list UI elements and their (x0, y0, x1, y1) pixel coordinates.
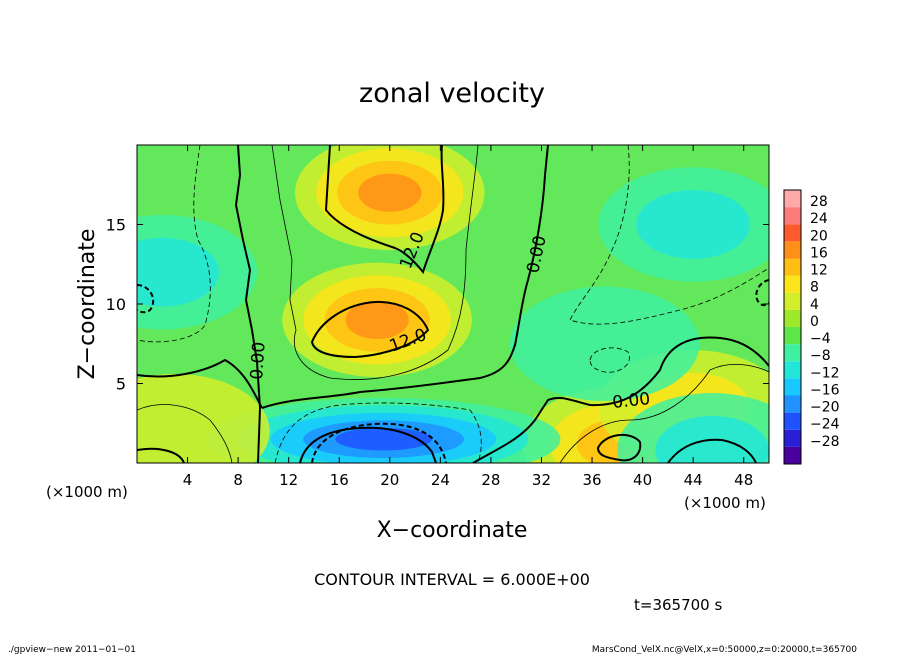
x-tick-label: 20 (380, 471, 399, 489)
contour-minus-twelve-leftedge (137, 284, 155, 314)
chart-title: zonal velocity (359, 78, 545, 109)
x-tick-label: 16 (330, 471, 349, 489)
colorbar-swatch (784, 327, 801, 345)
contour-zero-right (472, 336, 769, 463)
colorbar-swatch (784, 224, 801, 242)
y-axis-unit: (×1000 m) (46, 483, 128, 501)
field-blob-7-0 (509, 286, 700, 401)
contour-twelve-upper (324, 145, 445, 275)
contour-minus-six-left (137, 145, 211, 343)
colorbar-label: −8 (810, 348, 831, 364)
colorbar-swatch (784, 258, 801, 276)
x-tick-label: 44 (684, 471, 703, 489)
contour-zero-lower-blob (299, 426, 437, 463)
x-axis-label: X−coordinate (377, 518, 528, 543)
colorbar-swatch (784, 395, 801, 413)
field-blob-0-3 (358, 173, 422, 212)
colorbar-label: −12 (810, 365, 840, 381)
colorbar-swatch (784, 241, 801, 259)
x-tick-label: 24 (431, 471, 450, 489)
field-blob-6-1 (636, 190, 751, 259)
y-tick-label: 5 (116, 375, 126, 394)
contour-twelve-middle (310, 300, 430, 359)
colorbar-frame (783, 189, 802, 465)
colorbar-label: 24 (810, 211, 828, 227)
contour-zero-left (234, 145, 262, 463)
colorbar-swatch (784, 412, 801, 430)
contour-zero-mid (261, 145, 549, 409)
colorbar-swatch (784, 429, 801, 447)
x-tick-label: 40 (633, 471, 652, 489)
y-axis-label: Z−coordinate (75, 229, 100, 380)
colorbar-label: 20 (810, 228, 828, 244)
x-axis-ticks: 4 8 12 16 20 24 28 32 36 40 44 48 (183, 145, 753, 489)
y-tick-label: 15 (106, 216, 126, 235)
field-blob-1-3 (345, 300, 409, 339)
contour-minus-six-oval (589, 347, 630, 373)
colorbar-swatch (784, 292, 801, 310)
y-axis-ticks: 5 10 15 (106, 216, 769, 394)
colorbar-label: 8 (810, 280, 819, 296)
colorbar-label: −24 (810, 417, 840, 433)
colorbar-label: −20 (810, 400, 840, 416)
field-blob-9-0 (137, 373, 270, 463)
field-blob-5-1 (137, 237, 220, 307)
plot-area: 12.0 12.0 0.00 0.00 0.00 (137, 145, 769, 463)
colorbar-label: −16 (810, 382, 840, 398)
colorbar-label: 0 (810, 314, 819, 330)
x-tick-label: 48 (734, 471, 753, 489)
contour-lines (137, 145, 769, 463)
x-tick-label: 32 (532, 471, 551, 489)
colorbar-label: −28 (810, 434, 840, 450)
colorbar-swatch (784, 207, 801, 225)
colorbar-swatch (784, 361, 801, 379)
x-tick-label: 4 (183, 471, 193, 489)
footer-left: ./gpview−new 2011−01−01 (8, 645, 136, 654)
colorbar-swatch (784, 309, 801, 327)
footer-right: MarsCond_VelX.nc@VelX,x=0:50000,z=0:2000… (592, 645, 857, 654)
colorbar-label: 16 (810, 245, 828, 261)
colorbar-swatch (784, 190, 801, 208)
contour-six-right (559, 363, 769, 463)
contour-minus-twelve-bottom (311, 422, 447, 463)
contour-six-lower (137, 404, 233, 463)
colorbar-swatch (784, 275, 801, 293)
contour-minus-twelve-rightedge (755, 279, 769, 307)
x-tick-label: 36 (582, 471, 601, 489)
contour-zero-lower-left (137, 358, 263, 409)
velocity-field (137, 145, 769, 463)
x-tick-label: 12 (279, 471, 298, 489)
colorbar-label: 4 (810, 297, 819, 313)
colorbar-swatch (784, 344, 801, 362)
contour-six-left (271, 145, 479, 380)
x-tick-label: 8 (233, 471, 243, 489)
contour-minus-six-right (569, 145, 769, 325)
contour-label-zero-right: 0.00 (611, 389, 651, 413)
x-tick-label: 28 (481, 471, 500, 489)
contour-zero-corner (137, 447, 185, 463)
y-tick-label: 10 (106, 295, 126, 314)
contour-zero-right-bottom (667, 438, 757, 463)
time-label: t=365700 s (634, 596, 722, 614)
contour-interval-text: CONTOUR INTERVAL = 6.000E+00 (314, 570, 590, 589)
x-axis-unit: (×1000 m) (684, 494, 766, 512)
colorbar-swatch (784, 378, 801, 396)
contour-minus-six-lower (274, 402, 482, 463)
colorbar-label: 12 (810, 263, 828, 279)
contour-label-zero-left: 0.00 (247, 341, 270, 380)
colorbar-label: −4 (810, 331, 831, 347)
contour-twelve-right-blob (596, 433, 642, 462)
colorbar-swatch (784, 446, 801, 464)
colorbar-label: 28 (810, 194, 828, 210)
